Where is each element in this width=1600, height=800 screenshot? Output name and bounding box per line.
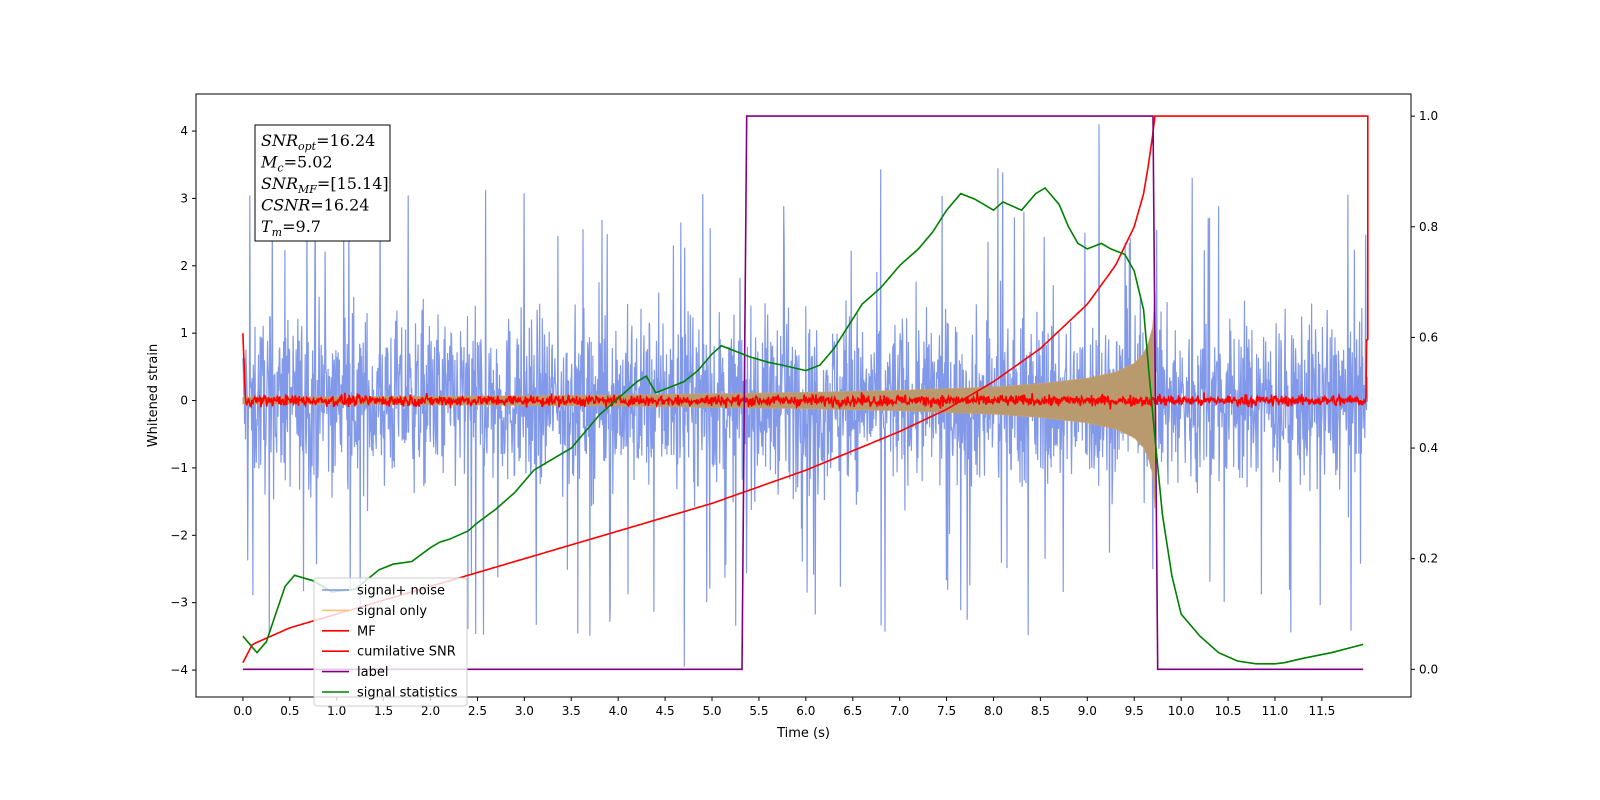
plot-frame bbox=[195, 93, 1412, 698]
x-tick-label: 3.5 bbox=[562, 704, 581, 718]
series-signal-noise bbox=[242, 124, 1368, 667]
y2-tick-label: 0.6 bbox=[1419, 330, 1438, 344]
legend-label: cumilative SNR bbox=[357, 645, 456, 660]
y-tick-label: −2 bbox=[170, 528, 188, 542]
legend-label: MF bbox=[357, 624, 376, 639]
annotation-line: Mc=5.02 bbox=[260, 153, 333, 175]
annotation-box bbox=[254, 124, 391, 242]
x-tick-label: 4.0 bbox=[609, 704, 628, 718]
x-tick-label: 1.5 bbox=[374, 704, 393, 718]
legend-box bbox=[313, 577, 468, 707]
y-tick-label: 0 bbox=[180, 394, 188, 408]
x-tick-label: 3.0 bbox=[515, 704, 534, 718]
x-tick-label: 11.0 bbox=[1262, 704, 1289, 718]
x-tick-label: 7.5 bbox=[937, 704, 956, 718]
annotation-line: CSNR=16.24 bbox=[261, 196, 369, 215]
legend-label: signal only bbox=[357, 604, 427, 619]
x-tick-label: 1.0 bbox=[327, 704, 346, 718]
x-tick-label: 0.0 bbox=[233, 704, 252, 718]
y2-tick-label: 0.0 bbox=[1419, 662, 1438, 676]
annotation-line: SNRMF=[15.14] bbox=[261, 174, 389, 196]
x-tick-label: 10.0 bbox=[1168, 704, 1195, 718]
series-mf bbox=[242, 333, 1368, 411]
y-tick-label: 3 bbox=[180, 191, 188, 205]
y-tick-label: 2 bbox=[180, 259, 188, 273]
x-tick-label: 9.5 bbox=[1125, 704, 1144, 718]
x-tick-label: 6.0 bbox=[796, 704, 815, 718]
y-tick-label: −4 bbox=[170, 663, 188, 677]
x-tick-label: 5.0 bbox=[702, 704, 721, 718]
x-axis: 0.0 0.5 1.0 1.5 2.0 2.5 3.0 3.5 4.0 4.5 5.0 5.5 6.0 6… bbox=[233, 697, 1335, 718]
legend-label: signal+ noise bbox=[357, 584, 445, 599]
y2-tick-label: 0.2 bbox=[1419, 552, 1438, 566]
annotation-line: SNRopt=16.24 bbox=[261, 131, 375, 153]
x-tick-label: 8.5 bbox=[1031, 704, 1050, 718]
series-label bbox=[242, 115, 1364, 671]
y2-tick-label: 1.0 bbox=[1419, 109, 1438, 123]
y-tick-label: 1 bbox=[180, 326, 188, 340]
x-tick-label: 9.0 bbox=[1078, 704, 1097, 718]
legend-label: label bbox=[357, 665, 388, 680]
legend: signal+ noise signal only MF cumilative SNR… bbox=[313, 577, 468, 707]
x-tick-label: 7.0 bbox=[890, 704, 909, 718]
series-signal-statistics bbox=[242, 186, 1364, 665]
y-tick-label: −1 bbox=[170, 461, 188, 475]
x-tick-label: 2.0 bbox=[421, 704, 440, 718]
stats-annotation: SNRopt=16.24Mc=5.02SNRMF=[15.14]CSNR=16.… bbox=[254, 124, 391, 242]
y-axis-left: −4 −3 −2 −1 0 1 2 3 4 bbox=[170, 124, 196, 677]
legend-label: signal statistics bbox=[357, 686, 458, 701]
x-tick-label: 5.5 bbox=[749, 704, 768, 718]
x-tick-label: 4.5 bbox=[656, 704, 675, 718]
y-axis-label: Whitened strain bbox=[146, 344, 161, 447]
y-axis-right: 0.0 0.2 0.4 0.6 0.8 1.0 bbox=[1411, 109, 1438, 676]
x-tick-label: 2.5 bbox=[468, 704, 487, 718]
x-tick-label: 6.5 bbox=[843, 704, 862, 718]
y-tick-label: −3 bbox=[170, 596, 188, 610]
x-axis-label: Time (s) bbox=[776, 726, 830, 741]
y-tick-label: 4 bbox=[180, 124, 188, 138]
annotation-line: Tm=9.7 bbox=[261, 217, 321, 239]
x-tick-label: 8.0 bbox=[984, 704, 1003, 718]
y2-tick-label: 0.8 bbox=[1419, 220, 1438, 234]
x-tick-label: 0.5 bbox=[280, 704, 299, 718]
x-tick-label: 11.5 bbox=[1309, 704, 1336, 718]
y2-tick-label: 0.4 bbox=[1419, 441, 1438, 455]
x-tick-label: 10.5 bbox=[1215, 704, 1242, 718]
